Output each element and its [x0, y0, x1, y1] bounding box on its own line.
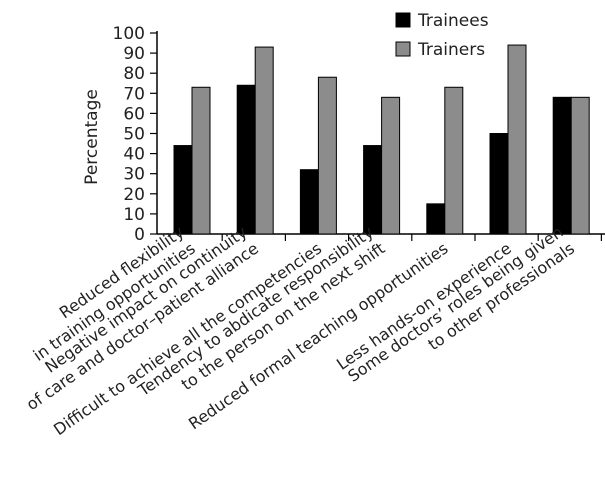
y-tick-label: 70: [123, 84, 145, 104]
bar-trainees-0: [173, 145, 193, 235]
y-tick-label: 50: [123, 125, 145, 145]
bar-trainees-4: [426, 203, 446, 235]
bar-trainers-2: [317, 76, 337, 235]
y-tick-label: 100: [113, 24, 145, 44]
y-tick-label: 10: [123, 205, 145, 225]
bar-trainers-1: [254, 46, 274, 235]
bar-trainers-3: [381, 96, 401, 235]
legend: Trainees Trainers: [395, 11, 489, 60]
legend-swatch-trainers: [395, 41, 411, 57]
bar-trainers-5: [507, 44, 527, 235]
bar-trainees-6: [552, 96, 572, 235]
y-tick-label: 0: [134, 225, 145, 245]
bar-trainees-3: [363, 145, 383, 235]
bar-trainers-6: [570, 96, 590, 235]
bar-trainees-5: [489, 133, 509, 235]
y-tick-label: 80: [123, 64, 145, 84]
bar-trainers-4: [444, 86, 464, 235]
y-tick-label: 30: [123, 165, 145, 185]
bars: [173, 44, 590, 235]
legend-swatch-trainees: [395, 12, 411, 28]
legend-label: Trainers: [417, 40, 485, 60]
y-tick-label: 20: [123, 185, 145, 205]
bar-trainers-0: [191, 86, 211, 235]
y-axis-title: Percentage: [82, 89, 102, 185]
y-tick-label: 60: [123, 104, 145, 124]
bar-trainees-1: [236, 84, 256, 235]
bar-trainees-2: [299, 169, 319, 235]
y-tick-label: 90: [123, 44, 145, 64]
y-tick-label: 40: [123, 145, 145, 165]
legend-label: Trainees: [417, 11, 489, 31]
